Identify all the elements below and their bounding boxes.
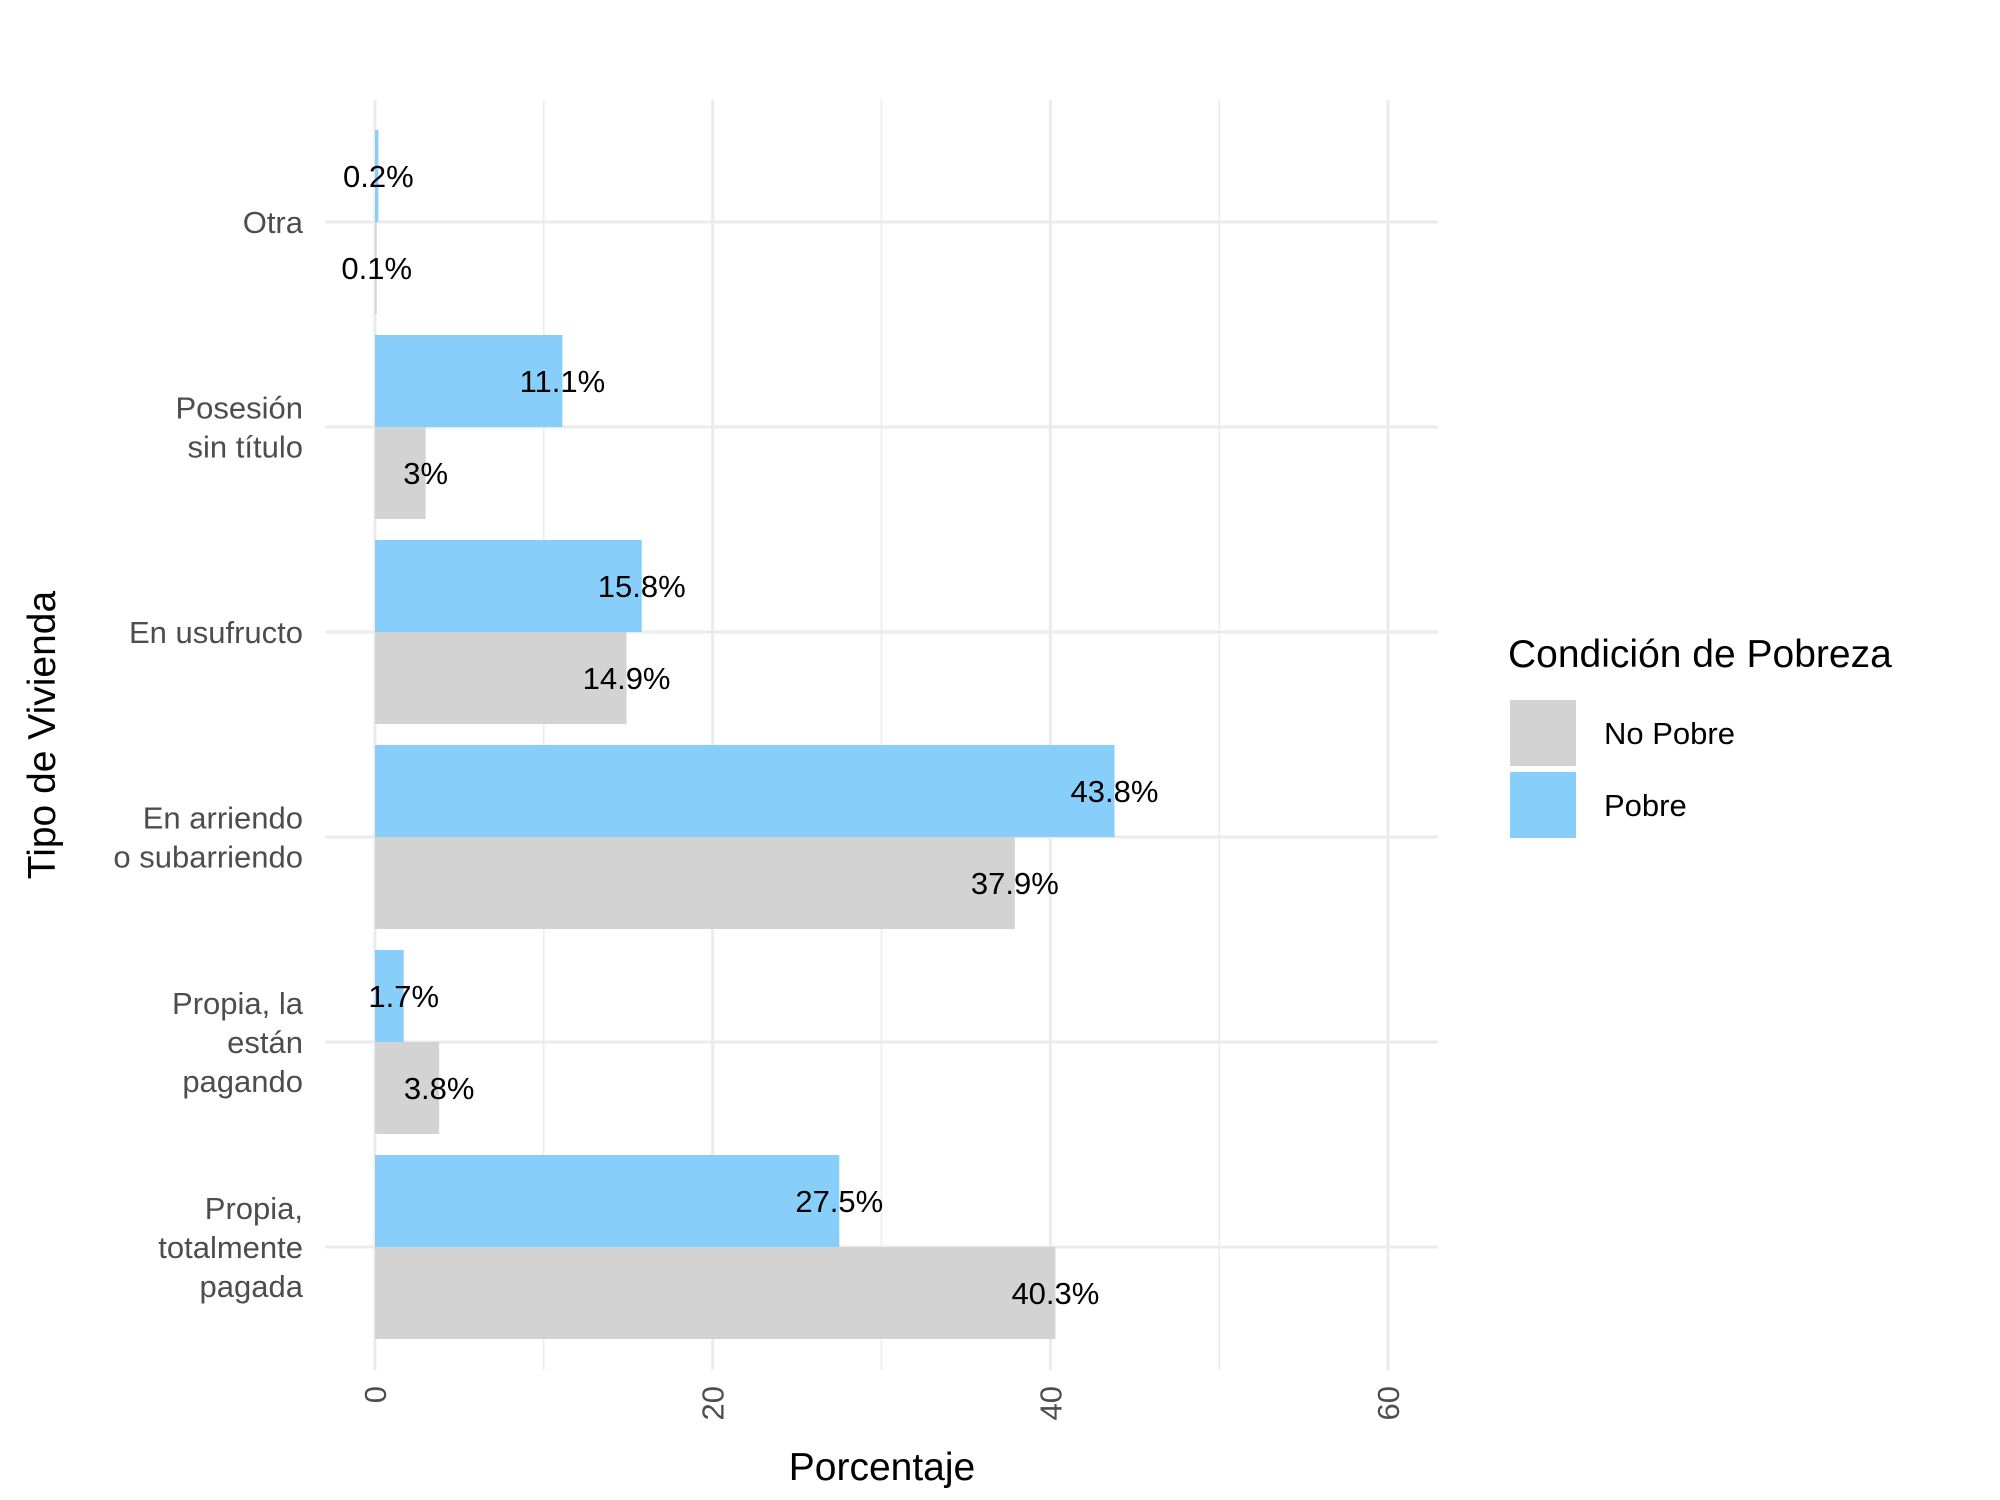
x-tick-label: 0 [358,1386,393,1403]
y-tick-label: En arriendo o subarriendo [113,801,303,875]
bar [375,745,1115,837]
bar [375,632,627,724]
bar-label: 3% [403,456,448,491]
legend-label: No Pobre [1604,716,1735,751]
bar-labels: 0.2% 11.1% 15.8% 43.8% 1.7% 27.5% 0.1% 3% 14.9% 3… [341,159,1158,1311]
x-tick-label: 40 [1033,1386,1068,1420]
bar [375,837,1015,929]
bar [375,1247,1056,1339]
bar [375,950,404,1042]
legend-title: Condición de Pobreza [1508,633,1892,676]
x-tick-label: 20 [696,1386,731,1420]
y-axis-title: Tipo de Vivienda [21,591,64,880]
bar-label: 11.1% [520,364,606,399]
bars [375,130,1115,1339]
y-tick-label: Otra [243,205,304,240]
x-axis-title: Porcentaje [789,1446,975,1489]
bar-label: 1.7% [368,979,439,1014]
bar [375,130,379,222]
y-tick-label: Propia, totalmente pagada [158,1191,304,1304]
bar [375,335,563,427]
bar [375,1042,440,1134]
bar-label: 14.9% [583,661,671,696]
bar-label: 43.8% [1071,774,1159,809]
legend-key [1510,700,1576,766]
bar-label: 27.5% [795,1184,883,1219]
y-tick-label: En usufructo [129,615,303,650]
bar [375,222,377,314]
bar [375,427,426,519]
bar-label: 37.9% [971,866,1059,901]
y-tick-label: Propia, la están pagando [172,986,304,1099]
x-axis-tick-labels: 0 20 40 60 [358,1386,1406,1420]
legend-key [1510,772,1576,838]
y-axis-tick-labels: Otra Posesión sin título En usufructo En arr… [113,205,303,1304]
bar-label: 40.3% [1011,1276,1099,1311]
bar-label: 3.8% [404,1071,475,1106]
legend-label: Pobre [1604,788,1687,823]
bar-label: 15.8% [598,569,686,604]
legend: Condición de Pobreza No Pobre Pobre [1508,633,1892,838]
bar [375,540,642,632]
x-tick-label: 60 [1371,1386,1406,1420]
y-tick-label: Posesión sin título [175,391,303,465]
bar-label: 0.2% [343,159,414,194]
bar [375,1155,840,1247]
bar-label: 0.1% [341,251,412,286]
